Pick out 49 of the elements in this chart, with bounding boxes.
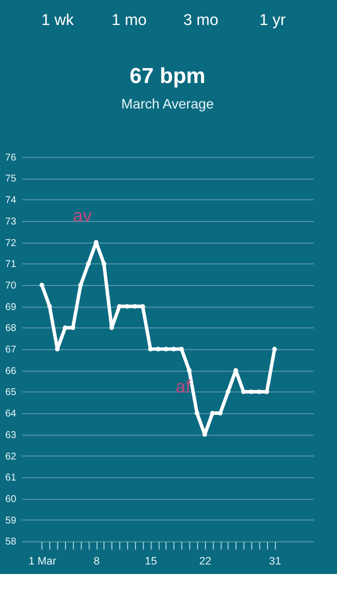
y-tick-label: 70 [5, 280, 17, 292]
y-tick-label: 75 [5, 174, 17, 185]
point [132, 304, 138, 309]
y-tick-label: 72 [5, 238, 16, 249]
y-tick-label: 74 [5, 195, 17, 206]
x-tick-label: 8 [94, 555, 100, 568]
point [124, 304, 130, 309]
y-tick-label: 67 [5, 344, 16, 356]
point [186, 368, 192, 373]
annotation: af [176, 376, 191, 396]
point [148, 346, 153, 352]
y-tick-label: 65 [5, 387, 17, 398]
text: 3 mo [183, 12, 219, 29]
y-tick-label: 71 [5, 259, 16, 270]
y-tick-label: 66 [5, 366, 17, 377]
text: 1 mo [112, 12, 147, 29]
y-tick-label: 69 [5, 302, 17, 313]
chart-subtitle: March Average [121, 96, 214, 112]
text: 1 wk [41, 12, 74, 29]
y-tick-label: 62 [5, 451, 16, 462]
y-tick-label: 63 [5, 430, 17, 441]
y-tick-label: 58 [5, 536, 17, 548]
x-tick-label: 22 [199, 555, 212, 568]
point [194, 410, 200, 416]
y-tick-label: 61 [5, 472, 16, 484]
point [117, 304, 122, 309]
text: 1 yr [259, 12, 286, 29]
point [86, 261, 91, 266]
point [210, 410, 215, 416]
y-tick-label: 60 [5, 494, 17, 505]
y-tick-label: 76 [5, 152, 17, 164]
point [226, 389, 230, 394]
point [102, 261, 106, 266]
chart-title: 67 bpm [130, 63, 206, 88]
y-tick-label: 64 [5, 408, 17, 420]
point [78, 282, 83, 288]
point [179, 346, 184, 352]
x-tick-label: 1 Mar [28, 555, 57, 568]
point [140, 304, 145, 309]
point [40, 282, 44, 288]
point [47, 304, 52, 309]
x-tick-label: 15 [144, 555, 157, 568]
y-tick-label: 59 [5, 515, 17, 526]
y-tick-label: 68 [5, 323, 17, 334]
x-tick-label: 31 [269, 555, 282, 568]
annotation: av [72, 206, 92, 226]
point [164, 346, 168, 352]
y-tick-label: 73 [5, 216, 17, 228]
point [272, 346, 277, 352]
